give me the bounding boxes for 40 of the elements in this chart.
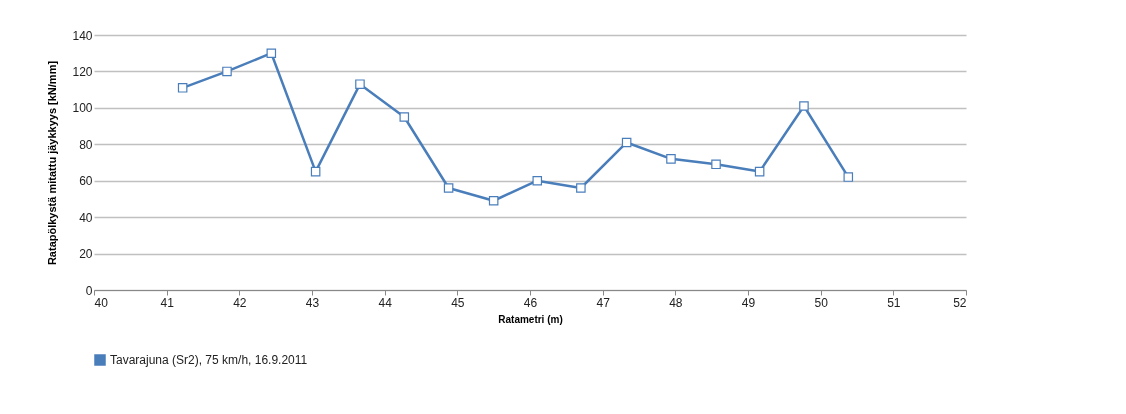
x-tick-label: 41: [160, 295, 175, 310]
x-tick-label: 42: [233, 295, 247, 310]
point: [576, 183, 586, 193]
x-axis-title: Ratametri (m): [498, 313, 563, 325]
y-tick-label: 120: [72, 64, 93, 79]
point: [711, 159, 721, 170]
y-tick-label: 40: [79, 210, 93, 225]
y-tick-label: 20: [79, 247, 93, 262]
point: [177, 83, 188, 93]
point: [310, 166, 321, 177]
point: [355, 79, 365, 89]
x-tick-label: 52: [953, 295, 967, 310]
point: [488, 195, 499, 206]
x-tick-label: 48: [669, 295, 683, 310]
legend-label: Tavarajuna (Sr2), 75 km/h, 16.9.2011: [110, 353, 308, 367]
x-tick-label: 50: [814, 295, 829, 310]
point: [621, 137, 632, 148]
x-tick-label: 44: [378, 295, 393, 310]
point: [399, 112, 410, 122]
point: [799, 101, 809, 111]
x-tick-label: 45: [451, 295, 465, 310]
y-axis-title: Ratapölkystä mitattu jäykkyys [kN/mm]: [46, 60, 59, 266]
x-tick-label: 49: [741, 295, 756, 310]
point: [532, 175, 543, 186]
point: [666, 154, 676, 164]
point: [266, 48, 277, 58]
x-tick-label: 46: [523, 295, 538, 310]
point: [222, 66, 232, 77]
y-tick-label: 80: [79, 137, 93, 152]
y-tick-label: 0: [85, 283, 93, 298]
point: [443, 183, 454, 193]
x-tick-label: 43: [305, 295, 320, 310]
x-tick-label: 40: [94, 295, 109, 310]
y-tick-label: 60: [79, 174, 93, 189]
y-tick-label: 100: [72, 101, 93, 116]
point: [843, 172, 854, 182]
x-tick-label: 51: [887, 295, 901, 310]
y-tick-label: 140: [72, 28, 93, 43]
x-tick-label: 47: [596, 295, 611, 310]
point: [754, 166, 765, 177]
